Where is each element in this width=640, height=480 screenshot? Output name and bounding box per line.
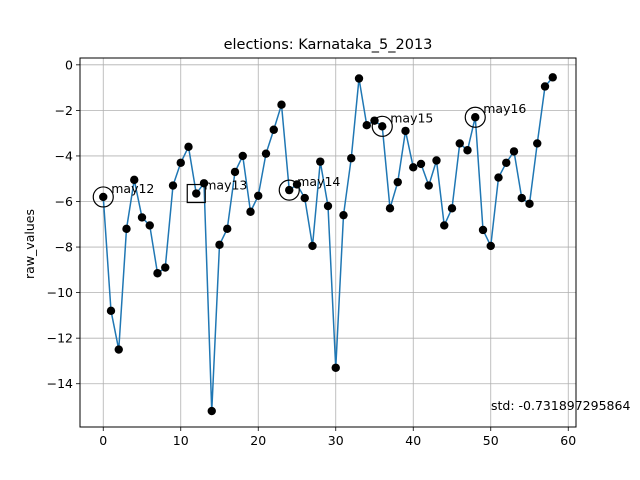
x-tick-label-0: 0 (99, 433, 107, 448)
data-point-29 (323, 201, 333, 211)
series-polyline (102, 76, 554, 412)
data-point-56 (533, 139, 542, 148)
y-tick-label-2: −4 (55, 148, 73, 163)
data-point-35 (370, 116, 379, 125)
data-point-15 (215, 240, 224, 249)
data-point-33 (354, 74, 364, 83)
x-axis-ticks: 0 10 20 30 40 50 60 (99, 427, 576, 448)
data-point-43 (432, 156, 441, 165)
data-point-31 (339, 210, 348, 220)
data-point-24 (285, 185, 294, 195)
annotation-circle-0 (92, 186, 114, 208)
y-tick-label-1: −2 (55, 103, 73, 118)
y-tick-label-0: 0 (65, 57, 73, 72)
annotation-circle-4 (464, 106, 486, 128)
data-point-21 (261, 149, 271, 158)
data-point-0 (99, 192, 108, 202)
data-point-45 (447, 204, 457, 213)
data-point-51 (494, 173, 503, 182)
annotation-circle-2 (278, 179, 300, 201)
y-axis-ticks: 0 −2 −4 −6 −8 −10 −12 −14 (47, 57, 80, 391)
annotation-label-may12: may12 (111, 181, 154, 196)
data-point-4 (130, 175, 139, 185)
data-point-34 (362, 120, 371, 130)
data-point-54 (517, 193, 526, 203)
data-point-38 (393, 177, 402, 187)
x-tick-label-4: 40 (405, 433, 421, 448)
data-point-52 (502, 158, 511, 167)
data-point-9 (168, 181, 178, 190)
annotation-circle-3 (371, 115, 393, 137)
data-point-20 (254, 191, 263, 201)
data-point-28 (316, 157, 325, 166)
annotation-labels: may12 may13 may14 may15 may16 (111, 101, 526, 196)
std-annotation: std: -0.731897295864 (491, 398, 630, 413)
annotation-square-1 (186, 183, 206, 204)
data-point-11 (184, 142, 193, 152)
data-point-41 (416, 159, 426, 169)
data-point-46 (455, 139, 464, 148)
data-point-5 (137, 213, 147, 222)
y-tick-label-7: −14 (47, 376, 73, 391)
data-point-14 (207, 406, 216, 416)
data-point-17 (230, 167, 240, 177)
data-point-26 (300, 193, 309, 203)
data-point-12 (192, 189, 201, 198)
annotation-label-may15: may15 (390, 110, 433, 125)
data-point-32 (347, 154, 356, 163)
data-point-3 (122, 224, 131, 234)
data-point-10 (176, 158, 185, 167)
x-tick-label-6: 60 (560, 433, 576, 448)
y-tick-label-6: −12 (47, 331, 73, 346)
data-point-40 (409, 163, 418, 172)
x-tick-label-2: 20 (250, 433, 266, 448)
data-point-30 (331, 363, 340, 372)
data-point-22 (269, 125, 278, 134)
data-point-25 (292, 180, 302, 189)
data-point-47 (463, 146, 472, 155)
annotation-label-may13: may13 (204, 178, 247, 193)
x-tick-label-3: 30 (328, 433, 344, 448)
y-tick-label-5: −10 (47, 285, 73, 300)
data-point-16 (223, 224, 232, 234)
y-tick-label-3: −6 (55, 194, 73, 209)
data-point-2 (114, 345, 123, 354)
data-point-37 (385, 204, 395, 213)
data-point-1 (106, 306, 116, 316)
plot-frame (79, 57, 577, 428)
data-point-55 (525, 199, 534, 208)
data-point-57 (540, 82, 550, 91)
chart-title: elections: Karnataka_5_2013 (224, 37, 433, 53)
data-point-18 (238, 151, 247, 161)
data-point-42 (424, 181, 433, 190)
data-point-7 (153, 269, 162, 278)
data-point-58 (548, 73, 557, 82)
data-point-23 (277, 100, 286, 109)
data-point-39 (401, 126, 410, 136)
data-point-19 (246, 207, 255, 216)
data-point-53 (509, 147, 519, 156)
data-point-27 (308, 241, 317, 251)
data-point-49 (478, 225, 488, 235)
data-point-44 (440, 221, 449, 230)
data-point-48 (471, 113, 480, 122)
y-axis-label: raw_values (22, 209, 37, 279)
data-points (99, 73, 557, 416)
data-point-6 (145, 221, 154, 230)
data-point-36 (378, 122, 387, 131)
x-tick-label-1: 10 (173, 433, 189, 448)
annotation-label-may16: may16 (483, 101, 526, 116)
series-line (102, 76, 554, 412)
x-tick-label-5: 50 (483, 433, 499, 448)
data-point-50 (486, 241, 495, 251)
annotation-label-may14: may14 (297, 174, 340, 189)
annotation-markers (92, 106, 486, 208)
data-point-13 (199, 179, 209, 188)
y-tick-label-4: −8 (55, 240, 73, 255)
data-point-8 (161, 263, 170, 272)
